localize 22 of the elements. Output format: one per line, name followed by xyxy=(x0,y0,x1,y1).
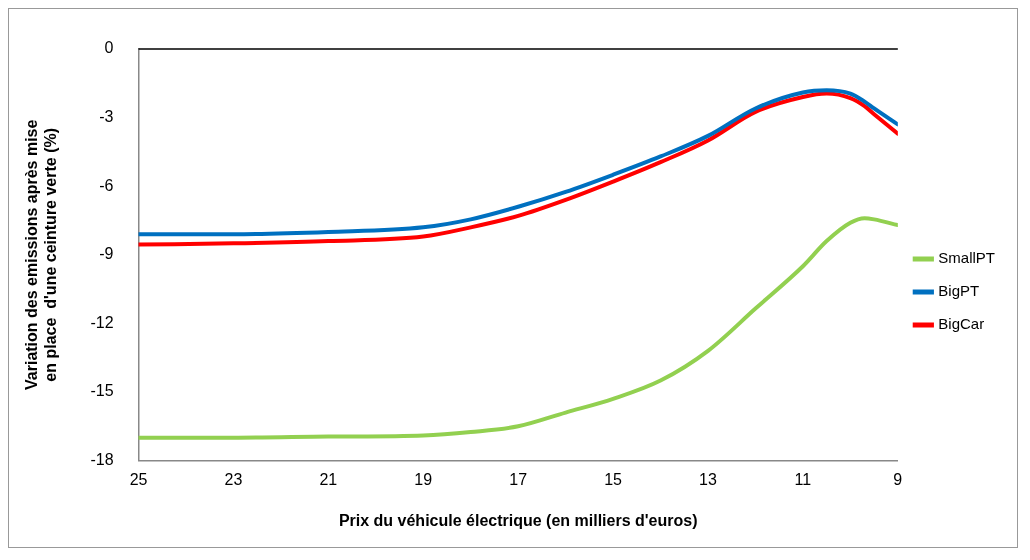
legend-label: BigPT xyxy=(938,282,980,300)
y-tick-label: -6 xyxy=(99,176,114,194)
y-tick-label: -12 xyxy=(90,313,114,331)
x-tick-label: 17 xyxy=(509,470,528,488)
x-axis-title: Prix du véhicule électrique (en milliers d'euros) xyxy=(338,511,698,529)
y-axis-title: Variation des emissions après mise en place d'une ceinture verte (%) xyxy=(23,119,60,390)
y-tick-label: -18 xyxy=(90,451,114,469)
y-tick-label: -15 xyxy=(90,382,114,400)
y-tick-label: -3 xyxy=(99,108,114,126)
x-tick-label: 23 xyxy=(224,470,243,488)
legend-label: BigCar xyxy=(938,315,985,333)
x-tick-label: 13 xyxy=(699,470,717,488)
x-tick-label: 9 xyxy=(893,470,903,488)
y-tick-label: 0 xyxy=(104,39,114,57)
y-tick-label: -9 xyxy=(99,245,114,263)
x-tick-label: 19 xyxy=(414,470,433,488)
legend-label: SmallPT xyxy=(938,249,996,267)
line-series xyxy=(138,216,898,440)
x-tick-label: 25 xyxy=(129,470,148,488)
x-tick-label: 15 xyxy=(604,470,623,488)
x-tick-label: 11 xyxy=(794,470,812,488)
x-tick-label: 21 xyxy=(319,470,338,488)
